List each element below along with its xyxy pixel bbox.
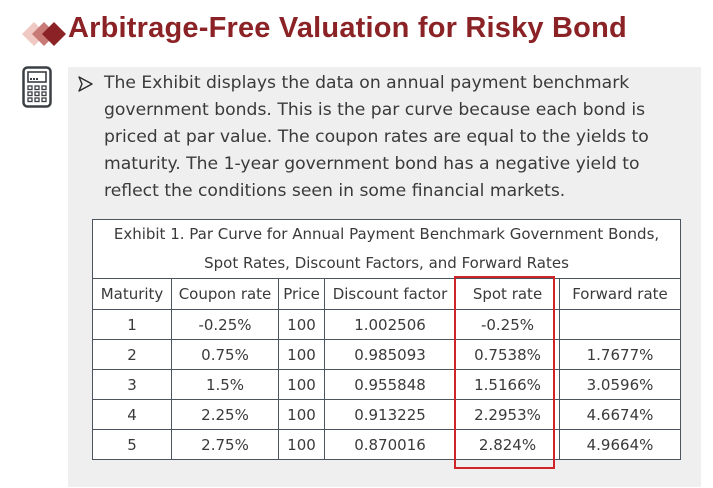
calculator-icon: [22, 66, 52, 108]
table-caption: Exhibit 1. Par Curve for Annual Payment …: [92, 219, 681, 279]
par-curve-table: Exhibit 1. Par Curve for Annual Payment …: [92, 219, 681, 460]
header-maturity: Maturity: [92, 278, 172, 310]
cell-coupon-rate: -0.25%: [171, 309, 279, 340]
cell-spot-rate: 0.7538%: [455, 339, 560, 370]
cell-coupon-rate: 2.25%: [171, 399, 279, 430]
cell-discount-factor: 0.955848: [324, 369, 456, 400]
table-header-row: Maturity Coupon rate Price Discount fact…: [92, 278, 681, 310]
cell-forward-rate: [559, 309, 681, 340]
cell-spot-rate: 2.2953%: [455, 399, 560, 430]
cell-spot-rate: 2.824%: [455, 429, 560, 460]
cell-maturity: 1: [92, 309, 172, 340]
cell-price: 100: [278, 429, 325, 460]
table-row: 1 -0.25% 100 1.002506 -0.25%: [92, 309, 681, 340]
cell-forward-rate: 1.7677%: [559, 339, 681, 370]
cell-price: 100: [278, 339, 325, 370]
cell-maturity: 4: [92, 399, 172, 430]
cell-price: 100: [278, 369, 325, 400]
cell-forward-rate: 4.9664%: [559, 429, 681, 460]
cell-discount-factor: 1.002506: [324, 309, 456, 340]
cell-price: 100: [278, 399, 325, 430]
cell-coupon-rate: 2.75%: [171, 429, 279, 460]
header-coupon-rate: Coupon rate: [171, 278, 279, 310]
header-spot-rate: Spot rate: [455, 278, 560, 310]
cell-maturity: 5: [92, 429, 172, 460]
cell-forward-rate: 3.0596%: [559, 369, 681, 400]
page-title: Arbitrage-Free Valuation for Risky Bond: [68, 12, 627, 44]
arrow-bullet-icon: [78, 76, 93, 92]
table-row: 3 1.5% 100 0.955848 1.5166% 3.0596%: [92, 369, 681, 400]
cell-discount-factor: 0.985093: [324, 339, 456, 370]
cell-price: 100: [278, 309, 325, 340]
header-forward-rate: Forward rate: [559, 278, 681, 310]
description-paragraph: The Exhibit displays the data on annual …: [104, 73, 649, 201]
cell-coupon-rate: 1.5%: [171, 369, 279, 400]
cell-spot-rate: 1.5166%: [455, 369, 560, 400]
cell-spot-rate: -0.25%: [455, 309, 560, 340]
cell-forward-rate: 4.6674%: [559, 399, 681, 430]
cell-maturity: 3: [92, 369, 172, 400]
cell-discount-factor: 0.913225: [324, 399, 456, 430]
table-row: 2 0.75% 100 0.985093 0.7538% 1.7677%: [92, 339, 681, 370]
diamond-logo-icon: [22, 22, 66, 46]
cell-discount-factor: 0.870016: [324, 429, 456, 460]
table-row: 5 2.75% 100 0.870016 2.824% 4.9664%: [92, 429, 681, 460]
table-row: 4 2.25% 100 0.913225 2.2953% 4.6674%: [92, 399, 681, 430]
header-price: Price: [278, 278, 325, 310]
header-discount-factor: Discount factor: [324, 278, 456, 310]
cell-coupon-rate: 0.75%: [171, 339, 279, 370]
cell-maturity: 2: [92, 339, 172, 370]
